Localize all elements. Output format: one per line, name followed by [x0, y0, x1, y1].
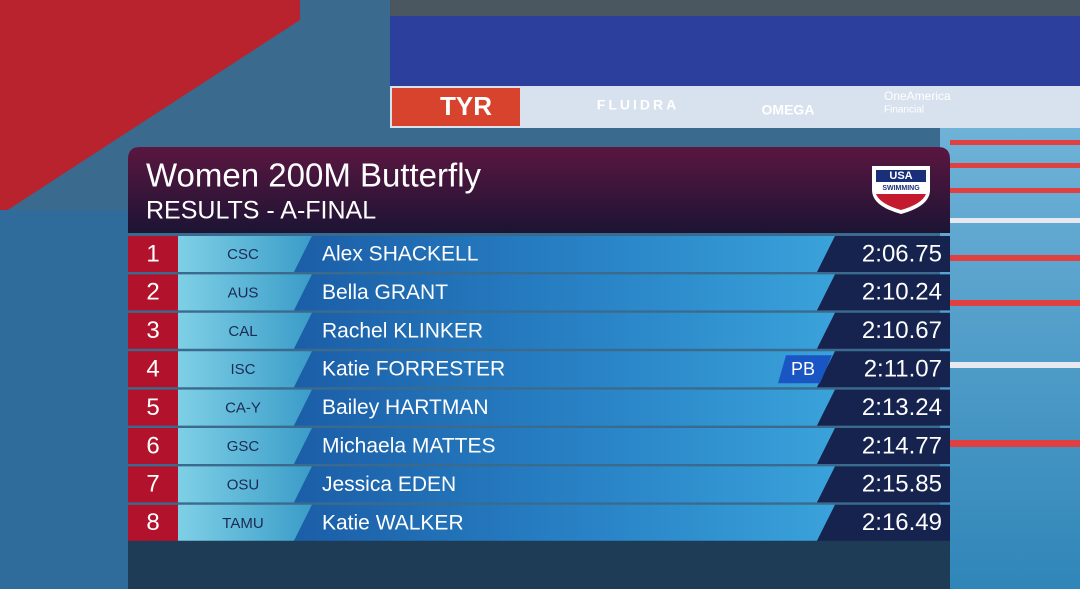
name-cell [294, 274, 835, 311]
team: ISC [230, 361, 255, 378]
sponsor-text: FLUIDRA [597, 97, 679, 113]
badge-bg [778, 355, 832, 384]
place-cell [128, 236, 178, 272]
place: 4 [146, 356, 159, 383]
badge: PB [791, 359, 815, 379]
result-row: 3 CAL Rachel KLINKER 2:10.67 [128, 312, 950, 349]
time-cell [817, 389, 950, 426]
time: 2:15.85 [862, 471, 942, 498]
name-cell [294, 312, 835, 349]
logo-text: SWIMMING [882, 185, 920, 192]
place-cell [128, 389, 178, 426]
name-cell [294, 351, 835, 388]
team: CA-Y [225, 400, 261, 417]
place-cell [128, 274, 178, 311]
time-cell [817, 504, 950, 541]
swimmer-name: Bella GRANT [322, 281, 448, 304]
name-cell [294, 428, 835, 464]
name-cell [294, 389, 835, 426]
tent [0, 0, 300, 215]
place: 6 [146, 432, 159, 459]
subtitle: RESULTS - A-FINAL [146, 197, 376, 225]
time: 2:13.24 [862, 394, 942, 421]
sponsor-text: TYR [440, 91, 492, 121]
place-cell [128, 351, 178, 388]
logo-text: USA [889, 170, 912, 182]
team-cell [178, 351, 312, 388]
team: OSU [227, 476, 260, 493]
time-cell [817, 428, 950, 464]
team: AUS [228, 284, 259, 301]
usa-swimming-logo: USA SWIMMING [872, 166, 930, 214]
team: CAL [228, 323, 257, 340]
sponsor-text: OMEGA [762, 102, 815, 118]
time: 2:10.24 [862, 279, 942, 306]
name-cell [294, 466, 835, 503]
place-cell [128, 504, 178, 541]
back-wall [390, 16, 1080, 88]
place: 5 [146, 394, 159, 421]
team-cell [178, 504, 312, 541]
place-cell [128, 466, 178, 503]
name-cell [294, 504, 835, 541]
time-cell [817, 351, 950, 388]
swimmer-name: Michaela MATTES [322, 435, 496, 458]
lane-lines [950, 140, 1080, 447]
time-cell [817, 312, 950, 349]
stands [390, 0, 1080, 16]
place: 2 [146, 279, 159, 306]
team: TAMU [222, 515, 263, 532]
swimmer-name: Alex SHACKELL [322, 243, 478, 266]
place: 7 [146, 471, 159, 498]
banner-tyr [392, 88, 520, 126]
time-cell [817, 466, 950, 503]
pool [940, 128, 1080, 589]
team-cell [178, 389, 312, 426]
time-cell [817, 274, 950, 311]
title: Women 200M Butterfly [146, 157, 482, 194]
sponsor-text: Financial [884, 105, 924, 116]
time: 2:14.77 [862, 432, 942, 459]
team: GSC [227, 438, 260, 455]
sponsor-text: OneAmerica [884, 89, 951, 103]
result-row: 5 CA-Y Bailey HARTMAN 2:13.24 [128, 389, 950, 426]
deck-left [0, 210, 128, 589]
result-row: 4 ISC Katie FORRESTER PB 2:11.07 [128, 351, 950, 388]
swimmer-name: Katie WALKER [322, 511, 464, 534]
time-cell [817, 236, 950, 272]
result-row: 2 AUS Bella GRANT 2:10.24 [128, 274, 950, 311]
team-cell [178, 274, 312, 311]
results-table: 1 CSC Alex SHACKELL 2:06.752 AUS Bella GRANT 2… [128, 236, 950, 541]
place-cell [128, 312, 178, 349]
place: 3 [146, 317, 159, 344]
place: 8 [146, 509, 159, 536]
team-cell [178, 466, 312, 503]
team: CSC [227, 246, 259, 263]
swimmer-name: Rachel KLINKER [322, 319, 483, 342]
result-row: 1 CSC Alex SHACKELL 2:06.75 [128, 236, 950, 272]
swimmer-name: Bailey HARTMAN [322, 396, 488, 419]
header-panel [128, 147, 950, 233]
result-row: 8 TAMU Katie WALKER 2:16.49 [128, 504, 950, 541]
time: 2:10.67 [862, 317, 942, 344]
name-cell [294, 236, 835, 272]
deck-bottom [128, 540, 950, 589]
result-row: 7 OSU Jessica EDEN 2:15.85 [128, 466, 950, 503]
time: 2:11.07 [864, 356, 942, 383]
team-cell [178, 236, 312, 272]
place: 1 [146, 240, 159, 267]
swimmer-name: Jessica EDEN [322, 473, 456, 496]
place-cell [128, 428, 178, 464]
swimmer-name: Katie FORRESTER [322, 358, 505, 381]
team-cell [178, 428, 312, 464]
team-cell [178, 312, 312, 349]
time: 2:16.49 [862, 509, 942, 536]
result-row: 6 GSC Michaela MATTES 2:14.77 [128, 428, 950, 464]
time: 2:06.75 [862, 240, 942, 267]
